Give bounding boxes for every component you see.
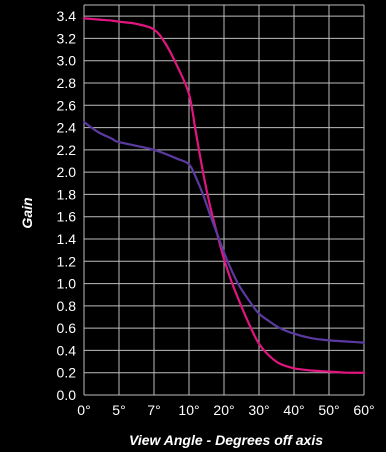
y-tick-label: 1.0 — [57, 276, 77, 292]
y-tick-label: 2.2 — [57, 142, 77, 158]
y-tick-label: 1.2 — [57, 253, 77, 269]
y-tick-label: 0.4 — [57, 342, 77, 358]
y-tick-label: 2.4 — [57, 120, 77, 136]
y-tick-label: 3.4 — [57, 8, 77, 24]
y-tick-label: 0.6 — [57, 320, 77, 336]
x-tick-label: 7° — [147, 402, 160, 418]
x-tick-label: 20° — [213, 402, 234, 418]
y-tick-label: 2.8 — [57, 75, 77, 91]
series-line-1 — [82, 17, 366, 374]
x-tick-label: 40° — [283, 402, 304, 418]
y-tick-label: 3.2 — [57, 30, 77, 46]
y-tick-label: 0.0 — [57, 387, 77, 403]
y-tick-label: 2.0 — [57, 164, 77, 180]
x-tick-label: 10° — [178, 402, 199, 418]
y-tick-label: 2.6 — [57, 97, 77, 113]
y-tick-label: 3.0 — [57, 53, 77, 69]
x-tick-label: 50° — [318, 402, 339, 418]
series-lines — [82, 17, 366, 374]
y-tick-label: 0.8 — [57, 298, 77, 314]
grid — [83, 4, 365, 396]
y-tick-label: 0.2 — [57, 365, 77, 381]
x-axis-ticks: 0° 5° 7° 10° 20° 30° 40° 50° 60° — [77, 402, 374, 418]
y-axis-ticks: 0.0 0.2 0.4 0.6 0.8 1.0 1.2 1.4 1.6 1.8 2.0 2.2 2.4 2… — [57, 8, 77, 403]
x-tick-label: 30° — [248, 402, 269, 418]
y-tick-label: 1.6 — [57, 209, 77, 225]
x-axis-title: View Angle - Degrees off axis — [129, 432, 323, 448]
y-axis-title: Gain — [19, 197, 35, 228]
x-tick-label: 0° — [77, 402, 90, 418]
x-tick-label: 60° — [353, 402, 374, 418]
series-line-2 — [82, 120, 366, 344]
y-tick-label: 1.8 — [57, 186, 77, 202]
x-tick-label: 5° — [112, 402, 125, 418]
y-tick-label: 1.4 — [57, 231, 77, 247]
